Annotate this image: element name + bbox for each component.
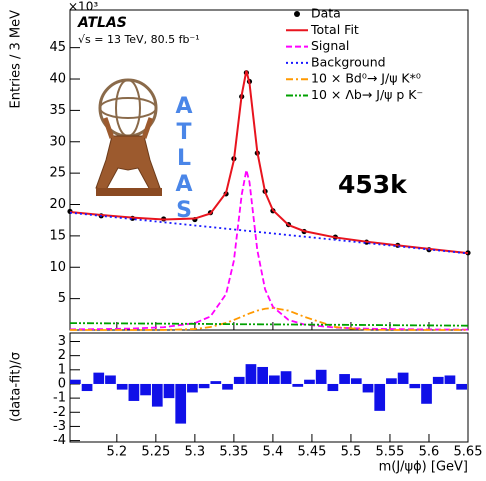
- pull-bar: [233, 376, 245, 384]
- y-tick-label: 25: [49, 166, 66, 181]
- x-tick-label: 5.55: [375, 445, 404, 460]
- y-tick-label: 35: [49, 103, 66, 118]
- x-tick-label: 5.35: [219, 445, 248, 460]
- pull-bar: [432, 376, 444, 384]
- y-tick-label: 0: [58, 376, 66, 391]
- fit-curve: [69, 211, 469, 255]
- x-tick-label: 5.4: [263, 445, 284, 460]
- y-tick-label: 2: [58, 348, 66, 363]
- pull-bar: [163, 383, 175, 399]
- x-tick-label: 5.6: [419, 445, 440, 460]
- pull-bar: [187, 383, 198, 393]
- annotation: 453k: [338, 170, 408, 199]
- x-tick-label: 5.3: [185, 445, 206, 460]
- pull-bar: [93, 372, 105, 384]
- pull-bar: [222, 383, 233, 390]
- legend-label: 10 × Bd⁰→ J/ψ K*⁰: [311, 71, 421, 86]
- pull-bar: [315, 369, 327, 384]
- y-axis-label: Entries / 3 MeV: [9, 10, 24, 109]
- plot-frame: [69, 332, 469, 443]
- pull-bar: [327, 383, 339, 392]
- pull-bar: [245, 364, 257, 384]
- y-tick-label: 30: [49, 134, 66, 149]
- pull-bar: [128, 383, 140, 401]
- pull-bar: [409, 383, 421, 389]
- pull-y-axis-label: (data-fit)/σ: [9, 352, 24, 422]
- y-tick-label: 40: [49, 72, 66, 87]
- energy-label: √s = 13 TeV, 80.5 fb⁻¹: [78, 33, 200, 46]
- pull-bar: [362, 383, 374, 393]
- y-tick-label: 20: [49, 197, 66, 212]
- pull-bar: [70, 379, 81, 384]
- fit-curve: [70, 307, 468, 331]
- y-tick-label: -2: [53, 405, 66, 420]
- y-tick-label: 5: [58, 291, 66, 306]
- x-tick-label: 5.45: [297, 445, 326, 460]
- fit-curve: [69, 169, 469, 331]
- pull-bar: [151, 383, 163, 407]
- fit-curve: [69, 322, 469, 327]
- pull-bar: [292, 383, 304, 387]
- legend-marker: [294, 11, 300, 17]
- y-tick-label: -1: [53, 391, 66, 406]
- y-tick-label: 15: [49, 228, 66, 243]
- plot-frame: [69, 9, 469, 331]
- pull-bar: [198, 383, 210, 389]
- pull-bar: [421, 383, 432, 404]
- pull-bar: [140, 383, 151, 396]
- pull-bar: [116, 383, 128, 390]
- y-tick-label: 3: [58, 334, 66, 349]
- pull-bar: [105, 375, 116, 384]
- legend-label: Background: [311, 54, 386, 69]
- axis-exponent: ×10³: [68, 0, 98, 14]
- pull-bar: [304, 379, 315, 384]
- pull-bar: [374, 383, 386, 411]
- y-tick-label: -4: [53, 433, 66, 448]
- pull-bar: [257, 366, 268, 384]
- pull-bar: [175, 383, 187, 424]
- x-tick-label: 5.25: [141, 445, 170, 460]
- experiment-label: ATLAS: [77, 15, 127, 31]
- pull-bar: [81, 383, 93, 392]
- pull-bar: [386, 378, 397, 384]
- pull-bar: [350, 378, 362, 384]
- y-tick-label: 10: [49, 260, 66, 275]
- y-tick-label: -3: [53, 419, 66, 434]
- x-tick-label: 5.2: [106, 445, 127, 460]
- pull-bar: [339, 374, 350, 384]
- fit-curve: [69, 70, 469, 255]
- x-tick-label: 5.65: [454, 445, 483, 460]
- y-tick-label: 1: [58, 362, 66, 377]
- legend-label: Total Fit: [310, 22, 359, 37]
- atlas-logo: [95, 78, 162, 196]
- y-tick-label: 45: [49, 40, 66, 55]
- legend-label: Signal: [311, 38, 349, 53]
- legend-label: Data: [311, 6, 341, 21]
- legend-label: 10 × Λb→ J/ψ p K⁻: [311, 87, 423, 102]
- pull-bar: [269, 375, 280, 384]
- pull-bar: [456, 383, 467, 390]
- logo-text: ATLAS: [172, 94, 197, 224]
- pull-bar: [444, 375, 456, 384]
- x-tick-label: 5.5: [341, 445, 362, 460]
- pull-bar: [280, 371, 292, 384]
- pull-bar: [210, 381, 222, 384]
- x-axis-label: m(J/ψϕ) [GeV]: [379, 460, 468, 475]
- pull-bar: [397, 372, 409, 384]
